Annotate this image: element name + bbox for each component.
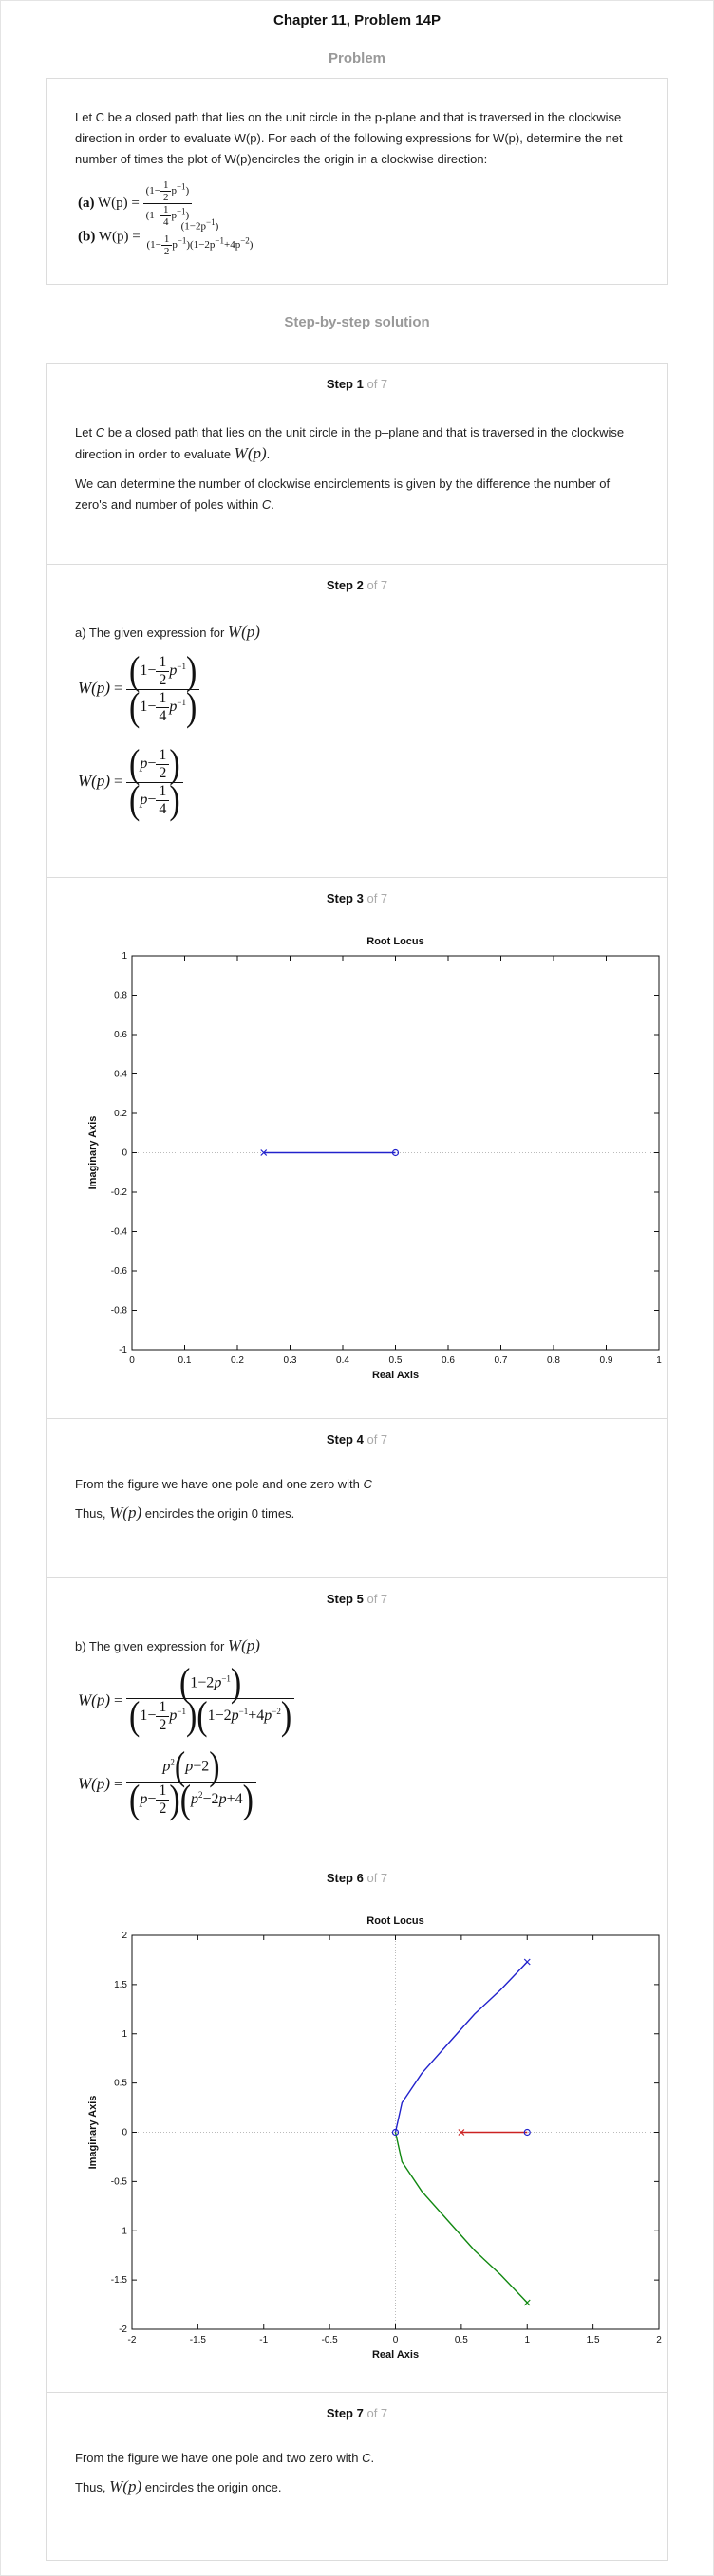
chart1-ytick-label: -0.2	[111, 1187, 128, 1198]
step-4-card: Step 4 of 7 From the figure we have one …	[46, 1418, 668, 1578]
chart2-xtick-label: 0.5	[455, 2335, 468, 2345]
chart1-ytick-label: 0.2	[114, 1109, 127, 1119]
chapter-title: Chapter 11, Problem 14P	[273, 12, 441, 28]
part-b-fraction: (1−2p−1) (1− 1 2 p−1)(1−2p−1+4p−2)	[143, 217, 256, 257]
step-1-paragraph-1: Let C be a closed path that lies on the …	[75, 425, 625, 462]
problem-heading: Problem	[328, 50, 385, 66]
chart1-xtick-label: 0.4	[336, 1355, 349, 1366]
chart1-ytick-label: -0.6	[111, 1266, 128, 1277]
chart1-ytick-label: -0.8	[111, 1306, 128, 1316]
step-2-intro: a) The given expression for W(p)	[75, 623, 260, 641]
chart1-zero-marker	[391, 1148, 400, 1157]
chart1-pole-marker	[260, 1149, 268, 1156]
chart1-xtick-label: 0.6	[442, 1355, 455, 1366]
step-1-title: Step 1 of 7	[326, 377, 388, 391]
step-7-paragraph-1: From the figure we have one pole and two…	[75, 2451, 375, 2465]
problem-part-b: (b) W(p) = (1−2p−1) (1− 1 2 p−1)(1−2p−1+4p−…	[78, 217, 256, 257]
step-7-title: Step 7 of 7	[326, 2406, 388, 2420]
chart2-xlabel: Real Axis	[372, 2349, 419, 2361]
problem-box: Let C be a closed path that lies on the …	[46, 78, 668, 285]
chart2-xtick-label: -2	[128, 2335, 137, 2345]
step-5-card: Step 5 of 7 b) The given expression for …	[46, 1577, 668, 1857]
problem-text: Let C be a closed path that lies on the …	[75, 110, 623, 166]
chart2-zero-marker	[391, 2128, 400, 2137]
chart2-ytick-label: 0	[122, 2128, 127, 2138]
part-b-label: (b)	[78, 229, 96, 245]
root-locus-chart-2: Root Locus -2 -1.5 -1 -0.5 0 0.5 1 1.5 2 2 1.5 1 0.5 0…	[87, 1915, 662, 2361]
chart2-xtick-label: -1	[259, 2335, 268, 2345]
chart1-xtick-label: 0.9	[600, 1355, 613, 1366]
step-5-equation-1: W(p) = (1−2p−1) (1− 1 2 p−1)(1−2p−1+4p−2)	[78, 1663, 295, 1736]
step-6-card: Step 6 of 7 Root Locus -2 -1.5 -1 -0.5 0 0.5 1 1…	[46, 1857, 668, 2393]
step-2-title: Step 2 of 7	[326, 578, 388, 592]
part-b-wp: W(p) =	[98, 229, 141, 245]
chart1-ytick-label: 0.8	[114, 991, 127, 1001]
chart1-xtick-label: 0.3	[284, 1355, 297, 1366]
chart2-pole-marker	[523, 1958, 531, 1966]
chart2-ytick-label: -1	[119, 2226, 127, 2236]
chart1-ytick-label: -1	[119, 1345, 127, 1355]
chart2-ytick-label: 1.5	[114, 1980, 127, 1990]
chart1-xtick-label: 0.5	[389, 1355, 403, 1366]
step-2-equation-2: W(p) = (p− 1 2) (p− 1 4)	[78, 744, 183, 820]
chart1-ytick-label: 0.4	[114, 1070, 127, 1080]
chart1-xtick-label: 0	[129, 1355, 135, 1366]
step-4-title: Step 4 of 7	[326, 1432, 388, 1447]
chart2-ytick-label: 1	[122, 2029, 127, 2040]
chart2-xtick-label: 0	[393, 2335, 399, 2345]
step-1-paragraph-2: We can determine the number of clockwise…	[75, 476, 611, 512]
chart2-xtick-label: 1	[524, 2335, 530, 2345]
chart1-ytick-label: 0.6	[114, 1030, 127, 1040]
step-5-intro: b) The given expression for W(p)	[75, 1636, 260, 1654]
chart1-xtick-label: 1	[656, 1355, 662, 1366]
chart1-xtick-label: 0.7	[495, 1355, 508, 1366]
step-2-equation-1: W(p) = (1− 1 2 p−1) (1− 1 4 p−1)	[78, 651, 200, 727]
chart2-ytick-label: 2	[122, 1931, 127, 1941]
step-1-card: Step 1 of 7 Let C be a closed path that …	[46, 363, 668, 565]
chart2-pole-marker	[523, 2299, 531, 2306]
chart1-ylabel: Imaginary Axis	[87, 1116, 99, 1190]
chart2-title: Root Locus	[366, 1915, 424, 1927]
chart2-series-line-2	[394, 2132, 528, 2304]
part-a-wp: W(p) =	[97, 195, 140, 211]
chart1-ytick-label: 1	[122, 951, 127, 961]
chart1-ytick-label: 0	[122, 1148, 127, 1159]
step-4-paragraph-1: From the figure we have one pole and one…	[75, 1477, 372, 1491]
chart1-xtick-label: 0.8	[547, 1355, 560, 1366]
root-locus-chart-1: Root Locus 0 0.1 0.2 0.3 0.4 0.5 0.6 0.7 0.8 0.9 1 1…	[87, 936, 662, 1381]
chart2-ytick-label: 0.5	[114, 2079, 127, 2089]
chart2-ylabel: Imaginary Axis	[87, 2096, 99, 2170]
chart2-zero-marker	[523, 2128, 531, 2137]
chart2-ytick-label: -0.5	[111, 2176, 128, 2187]
chart1-ytick-label: -0.4	[111, 1227, 128, 1238]
step-3-card: Step 3 of 7 Root Locus 0 0.1 0.2 0.3 0.4 0.5 0.…	[46, 877, 668, 1419]
chart2-series-line-1	[394, 1961, 528, 2133]
step-5-title: Step 5 of 7	[326, 1592, 388, 1606]
chart1-xlabel: Real Axis	[372, 1370, 419, 1381]
chart2-pole-marker	[458, 2129, 465, 2136]
step-6-title: Step 6 of 7	[326, 1871, 388, 1885]
part-a-fraction: (1− 1 2 p−1) (1− 1 4 p−1)	[142, 179, 193, 228]
chart2-ytick-label: -2	[119, 2324, 127, 2335]
chart1-xtick-label: 0.1	[178, 1355, 192, 1366]
step-5-equation-2: W(p) = p2(p−2) (p− 1 2)(p2−2p+4)	[78, 1746, 256, 1820]
step-7-paragraph-2: Thus, W(p) encircles the origin once.	[75, 2477, 282, 2495]
part-a-label: (a)	[78, 195, 95, 211]
chart2-xtick-label: -0.5	[322, 2335, 339, 2345]
chart2-xtick-label: 2	[656, 2335, 662, 2345]
chart2-ytick-label: -1.5	[111, 2275, 128, 2286]
step-3-title: Step 3 of 7	[326, 891, 388, 905]
chart1-title: Root Locus	[366, 936, 424, 947]
chart2-xtick-label: -1.5	[190, 2335, 207, 2345]
step-2-card: Step 2 of 7 a) The given expression for …	[46, 564, 668, 878]
chart1-xtick-label: 0.2	[231, 1355, 244, 1366]
solution-heading: Step-by-step solution	[284, 314, 430, 330]
problem-part-a: (a) W(p) = (1− 1 2 p−1) (1− 1 4 p−1)	[78, 179, 193, 228]
step-4-paragraph-2: Thus, W(p) encircles the origin 0 times.	[75, 1503, 295, 1521]
step-7-card: Step 7 of 7 From the figure we have one …	[46, 2392, 668, 2561]
chart2-xtick-label: 1.5	[587, 2335, 600, 2345]
